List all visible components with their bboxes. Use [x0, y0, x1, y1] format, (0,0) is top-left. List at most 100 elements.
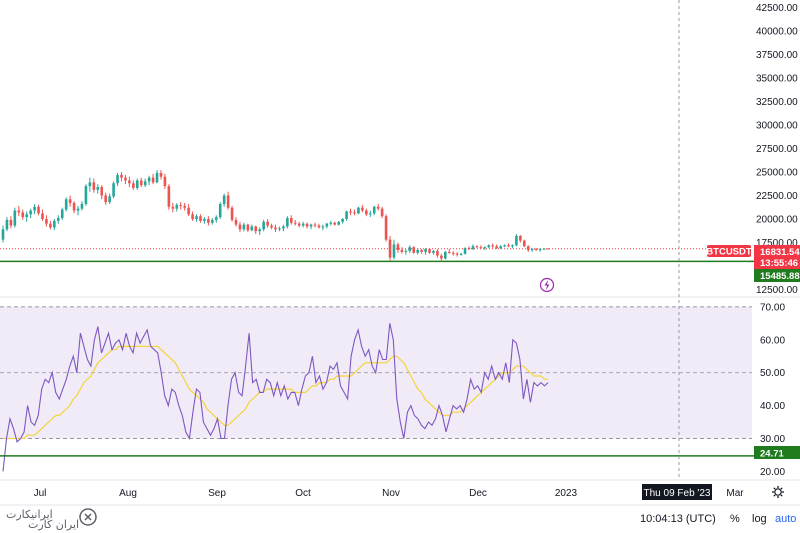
price-tick-label: 22500.00	[756, 191, 798, 202]
auto-toggle[interactable]: auto	[775, 513, 796, 525]
watermark: ایرانیکارت ایران کارت	[6, 508, 97, 531]
price-tick-label: 30000.00	[756, 121, 798, 132]
gear-icon	[774, 488, 782, 496]
candle-body	[163, 176, 167, 187]
crosshair-date-tag: Thu 09 Feb '23	[642, 484, 712, 500]
candle-body	[357, 207, 360, 214]
rsi-tick-label: 20.00	[760, 467, 785, 478]
candle-body	[128, 180, 131, 184]
candle-body	[467, 248, 471, 250]
candle-body	[230, 207, 234, 220]
price-tick-label: 12500.00	[756, 285, 798, 296]
rsi-axis[interactable]: 70.00 60.00 50.00 40.00 30.00 20.00	[760, 302, 785, 478]
rsi-line	[2, 323, 549, 472]
candle-body	[33, 206, 36, 211]
candle-body	[325, 223, 329, 227]
candle-body	[491, 245, 495, 247]
watermark-subtext: ایران کارت	[28, 518, 79, 531]
candle-body	[471, 246, 475, 250]
candle-body	[120, 174, 123, 178]
candle-body	[345, 211, 348, 219]
candle-body	[100, 187, 104, 196]
candle-body	[511, 245, 514, 247]
time-tick-label: Oct	[295, 488, 311, 499]
price-tick-label: 35000.00	[756, 74, 798, 85]
price-tick-label: 20000.00	[756, 214, 798, 225]
candle-body	[270, 225, 273, 228]
log-toggle[interactable]: log	[752, 513, 767, 525]
candle-body	[207, 218, 210, 223]
candle-body	[139, 180, 143, 186]
candle-body	[538, 249, 542, 251]
candle-body	[388, 239, 392, 258]
candle-body	[507, 245, 510, 247]
candle-body	[428, 249, 431, 253]
price-pane[interactable]	[0, 170, 800, 293]
candle-body	[159, 172, 163, 177]
candle-body	[349, 211, 352, 213]
candle-body	[262, 221, 265, 230]
time-axis[interactable]: Jul Aug Sep Oct Nov Dec 2023 Mar	[34, 488, 745, 499]
last-price-label: 16831.54	[760, 247, 800, 258]
candle-body	[76, 208, 80, 211]
candle-body	[289, 218, 293, 223]
percent-toggle[interactable]: %	[730, 513, 740, 525]
candle-body	[503, 245, 506, 247]
alert-icon[interactable]	[539, 277, 555, 293]
rsi-pane[interactable]	[0, 306, 800, 472]
candle-body	[124, 177, 127, 181]
candle-body	[21, 212, 25, 218]
candle-body	[404, 250, 408, 252]
candle-body	[191, 214, 194, 219]
time-tick-label: Dec	[469, 488, 487, 499]
price-axis[interactable]: 42500.00 40000.00 37500.00 35000.00 32500.00…	[756, 3, 798, 296]
candle-body	[203, 218, 206, 221]
settings-button[interactable]	[772, 486, 784, 498]
lightning-icon	[539, 277, 555, 293]
candle-body	[214, 217, 218, 220]
candle-body	[305, 223, 309, 227]
candle-body	[9, 219, 13, 226]
candle-body	[53, 220, 56, 228]
candle-body	[372, 206, 376, 214]
candle-body	[5, 219, 9, 230]
candle-body	[183, 205, 186, 208]
candle-body	[211, 219, 214, 223]
candle-body	[266, 221, 269, 226]
candle-body	[542, 248, 546, 250]
price-tick-label: 40000.00	[756, 27, 798, 38]
candle-body	[301, 223, 305, 226]
candle-body	[286, 218, 289, 227]
candle-body	[475, 246, 479, 248]
candle-body	[151, 177, 155, 183]
candle-body	[412, 247, 416, 253]
candle-body	[167, 186, 171, 207]
candle-body	[451, 252, 455, 254]
support-tag: 15485.88	[754, 269, 800, 282]
watermark-text: ایرانیکارت	[6, 508, 53, 521]
candle-body	[353, 212, 356, 214]
candle-body	[175, 204, 179, 209]
candle-body	[313, 224, 317, 226]
candle-body	[432, 250, 435, 253]
candle-body	[238, 224, 242, 230]
candle-body	[309, 224, 313, 227]
candle-body	[96, 187, 100, 190]
candle-body	[49, 223, 52, 228]
candle-body	[218, 203, 222, 218]
rsi-tick-label: 70.00	[760, 302, 785, 313]
candle-body	[274, 227, 277, 230]
candle-body	[447, 251, 451, 253]
candle-body	[424, 249, 427, 252]
candle-body	[88, 182, 92, 187]
time-tick-label: Mar	[726, 488, 744, 499]
candle-body	[179, 204, 183, 206]
candle-body	[293, 222, 297, 224]
time-tick-label: Aug	[119, 488, 137, 499]
candle-body	[459, 253, 463, 255]
candle-body	[523, 240, 526, 247]
candle-body	[455, 253, 459, 255]
candle-body	[195, 216, 198, 219]
candle-body	[463, 248, 467, 254]
